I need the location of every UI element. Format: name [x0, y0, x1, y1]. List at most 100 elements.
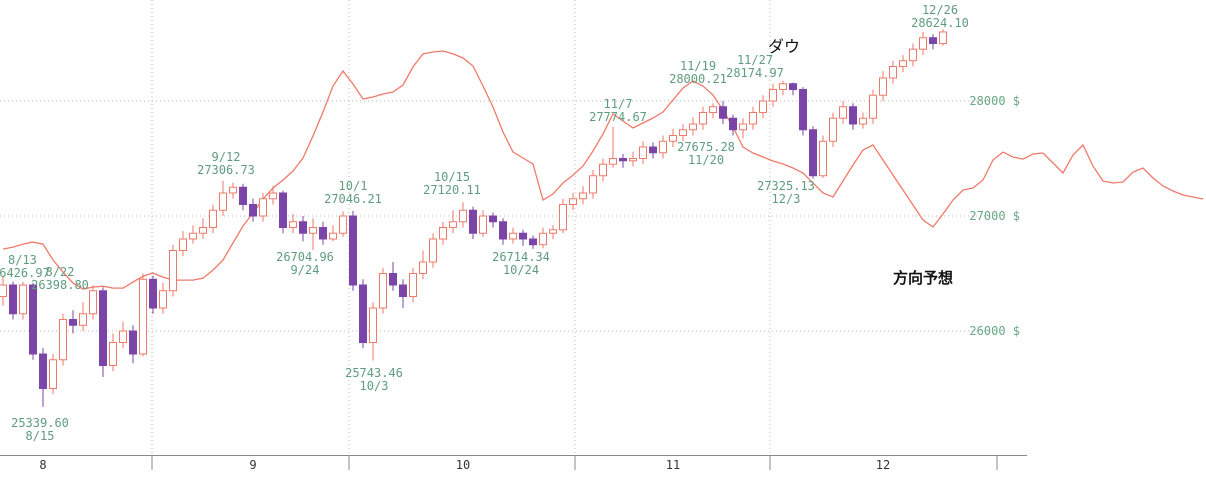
- annotation: 27046.21: [324, 192, 382, 206]
- candle-body: [559, 203, 567, 231]
- candle-body: [659, 140, 667, 154]
- annotation: 8/22: [46, 265, 75, 279]
- candle-body: [459, 209, 467, 223]
- candle-body: [869, 94, 877, 119]
- candle-body: [439, 227, 447, 240]
- candle-body: [389, 273, 397, 286]
- annotation: 26398.80: [31, 278, 89, 292]
- candle-body: [219, 192, 227, 211]
- candle-body: [519, 232, 527, 240]
- candle-body: [369, 307, 377, 344]
- annotation: 11/7: [604, 97, 633, 111]
- candle-body: [809, 129, 817, 177]
- candle-body: [419, 261, 427, 275]
- candle-body: [619, 157, 627, 162]
- candle-body: [179, 238, 187, 252]
- candle-body: [159, 290, 167, 309]
- candle-body: [599, 163, 607, 177]
- candle-body: [629, 157, 637, 162]
- candle-body: [539, 232, 547, 246]
- annotation: 12/3: [772, 192, 801, 206]
- candle-body: [509, 232, 517, 240]
- annotation: 28624.10: [911, 16, 969, 30]
- candle-body: [259, 198, 267, 217]
- annotation: 27306.73: [197, 163, 255, 177]
- candle-body: [779, 83, 787, 90]
- candle-body: [29, 284, 37, 355]
- annotation: 27774.67: [589, 110, 647, 124]
- annotation: 11/20: [688, 153, 724, 167]
- annotation: 10/1: [339, 179, 368, 193]
- candle-body: [669, 134, 677, 142]
- candle-body: [269, 192, 277, 200]
- candle-body: [759, 100, 767, 113]
- candle-body: [829, 117, 837, 142]
- candle-body: [499, 221, 507, 240]
- candle-body: [739, 123, 747, 131]
- candle-body: [719, 106, 727, 119]
- candle-body: [799, 88, 807, 131]
- candle-body: [479, 215, 487, 234]
- candle-body: [229, 186, 237, 194]
- candle-body: [119, 330, 127, 344]
- annotation: 9/24: [291, 263, 320, 277]
- annotation: 8/15: [26, 429, 55, 443]
- candle-body: [279, 192, 287, 229]
- annotation: 27120.11: [423, 183, 481, 197]
- annotation: 27325.13: [757, 179, 815, 193]
- candle-body: [879, 77, 887, 96]
- annotation: 11/27: [737, 53, 773, 67]
- candle-body: [569, 198, 577, 205]
- candle-body: [489, 215, 497, 223]
- candle-body: [769, 88, 777, 102]
- candle-body: [469, 209, 477, 234]
- candle-body: [679, 129, 687, 136]
- x-tick-label: 11: [666, 458, 680, 472]
- candle-body: [449, 221, 457, 228]
- candle-body: [689, 123, 697, 131]
- candle-body: [0, 284, 7, 298]
- y-tick-label: 27000 $: [969, 209, 1020, 223]
- candle-body: [199, 227, 207, 234]
- candle-body: [209, 209, 217, 229]
- x-tick-label: 10: [456, 458, 470, 472]
- annotation: 12/26: [922, 3, 958, 17]
- candle-body: [849, 106, 857, 125]
- annotation: 11/19: [680, 59, 716, 73]
- annotation: 9/12: [212, 150, 241, 164]
- candle-body: [609, 157, 617, 165]
- x-tick-label: 12: [876, 458, 890, 472]
- x-tick-label: 8: [39, 458, 46, 472]
- candle-body: [939, 31, 947, 44]
- candle-body: [529, 238, 537, 246]
- candle-body: [249, 203, 257, 217]
- candle-body: [49, 359, 57, 390]
- annotation: 10/15: [434, 170, 470, 184]
- y-tick-label: 26000 $: [969, 324, 1020, 338]
- candle-body: [189, 232, 197, 240]
- annotation: 26426.97: [0, 266, 50, 280]
- candle-body: [859, 117, 867, 125]
- candle-body: [289, 221, 297, 228]
- candle-body: [359, 284, 367, 344]
- candle-body: [129, 330, 137, 355]
- candle-body: [19, 284, 27, 315]
- annotation: 25743.46: [345, 366, 403, 380]
- candle-body: [729, 117, 737, 131]
- candle-body: [579, 192, 587, 200]
- x-tick-label: 9: [249, 458, 256, 472]
- annotation: 28000.21: [669, 72, 727, 86]
- candle-body: [149, 278, 157, 309]
- candle-body: [99, 290, 107, 367]
- candle-body: [59, 319, 67, 361]
- candle-body: [9, 284, 17, 315]
- candle-body: [379, 273, 387, 309]
- series-label: ダウ: [768, 37, 800, 56]
- candle-body: [839, 106, 847, 119]
- annotation: 27675.28: [677, 140, 735, 154]
- candle-body: [549, 229, 557, 234]
- candle-body: [709, 106, 717, 113]
- candle-body: [699, 111, 707, 125]
- candle-body: [589, 175, 597, 194]
